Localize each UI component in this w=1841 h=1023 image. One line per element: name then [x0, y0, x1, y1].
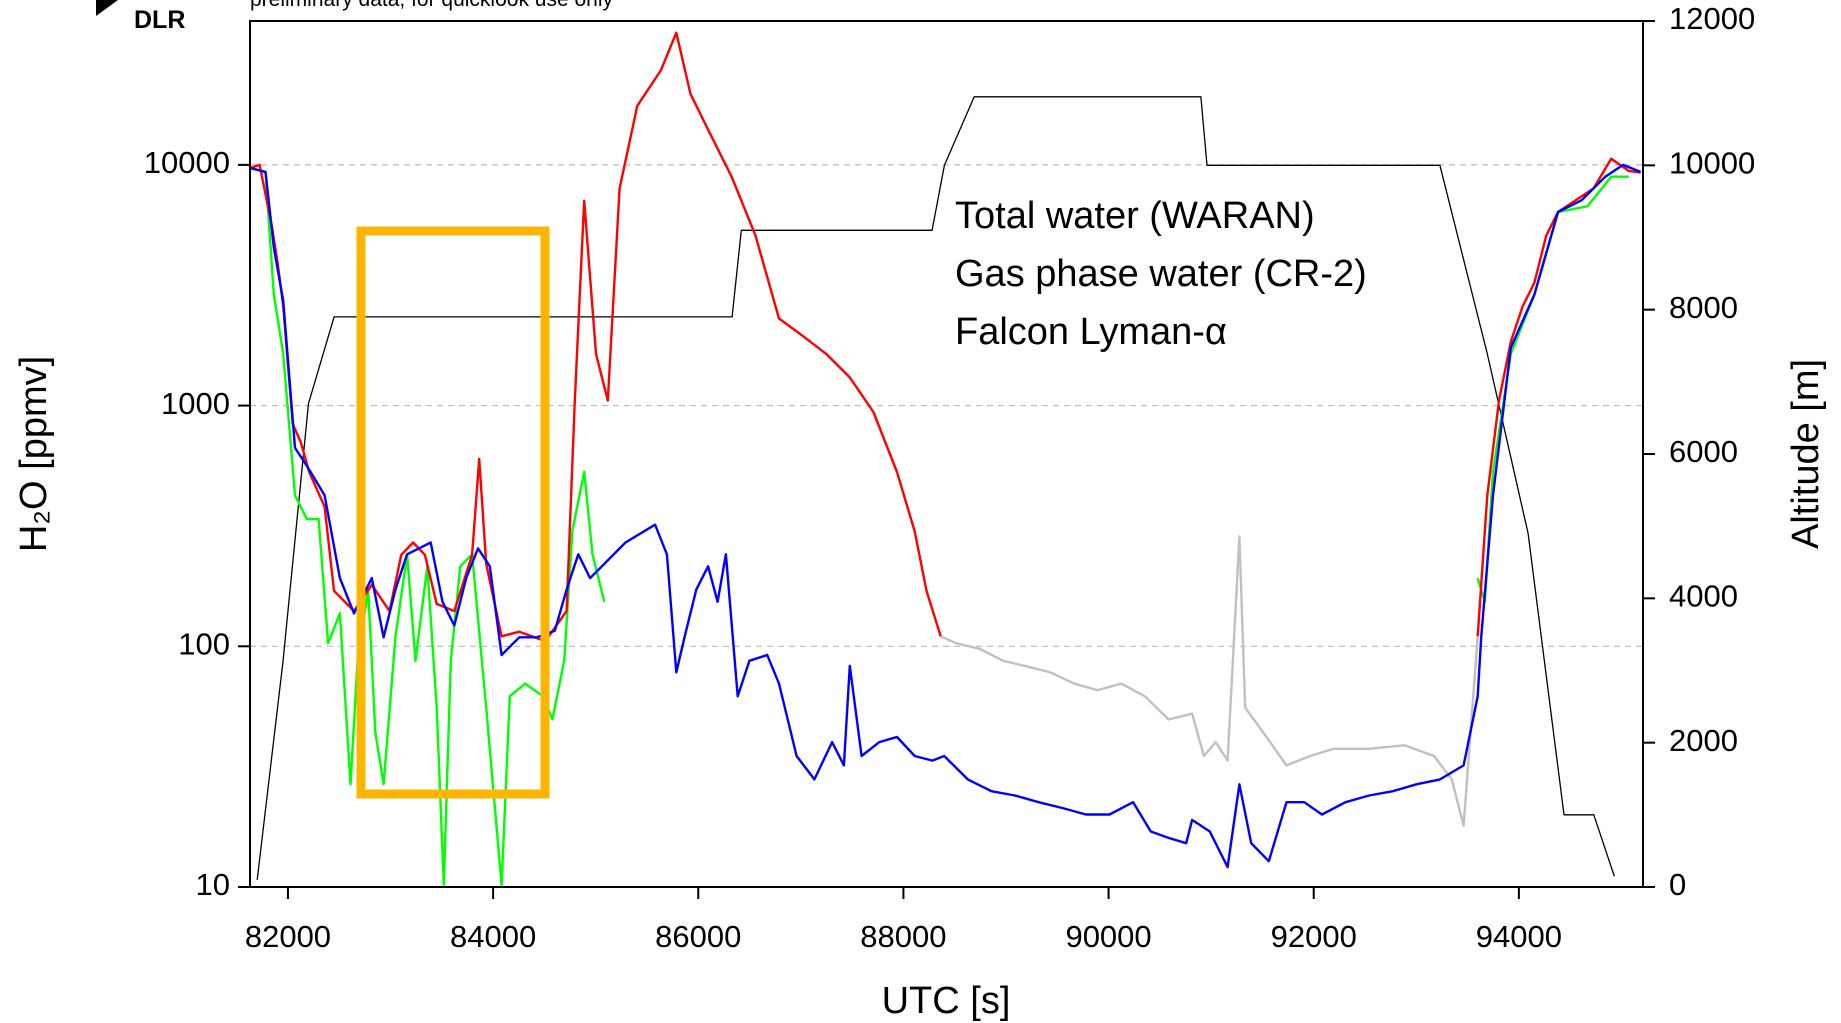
y-tick-label: 1000: [161, 386, 230, 421]
series-line: [940, 535, 1479, 827]
x-tick-label: 84000: [450, 919, 536, 954]
y-tick-label: 10000: [144, 145, 230, 180]
series-line: [249, 166, 1629, 887]
x-tick-label: 82000: [245, 919, 331, 954]
logo-mark: [96, 0, 118, 16]
y2-tick-label: 8000: [1669, 290, 1738, 325]
subtitle: preliminary data, for quicklook use only: [250, 0, 614, 11]
legend-label: Total water (WARAN): [955, 195, 1315, 237]
y-tick-label: 100: [178, 626, 230, 661]
y-tick-label: 10: [196, 867, 230, 902]
y2-tick-label: 12000: [1669, 1, 1755, 36]
series-line: [249, 163, 1642, 869]
x-tick-label: 90000: [1065, 919, 1151, 954]
legend-label: Falcon Lyman-α: [955, 311, 1227, 353]
series-line: [256, 96, 1615, 880]
x-tick-label: 92000: [1271, 919, 1357, 954]
series-line: [249, 31, 1641, 643]
highlight-box: [356, 226, 550, 799]
logo: DLR: [134, 6, 185, 34]
x-tick-label: 86000: [655, 919, 741, 954]
x-axis-label: UTC [s]: [882, 980, 1011, 1022]
y2-tick-label: 0: [1669, 867, 1686, 902]
x-tick-label: 94000: [1476, 919, 1562, 954]
y2-tick-label: 4000: [1669, 579, 1738, 614]
y2-tick-label: 6000: [1669, 434, 1738, 469]
y2-tick-label: 2000: [1669, 723, 1738, 758]
y-axis-label: H₂O [ppmv]: [13, 356, 55, 552]
legend-label: Gas phase water (CR-2): [955, 253, 1367, 295]
x-tick-label: 88000: [860, 919, 946, 954]
plot-frame: [249, 20, 1644, 888]
y2-tick-label: 10000: [1669, 146, 1755, 181]
y2-axis-label: Altitude [m]: [1785, 359, 1827, 549]
